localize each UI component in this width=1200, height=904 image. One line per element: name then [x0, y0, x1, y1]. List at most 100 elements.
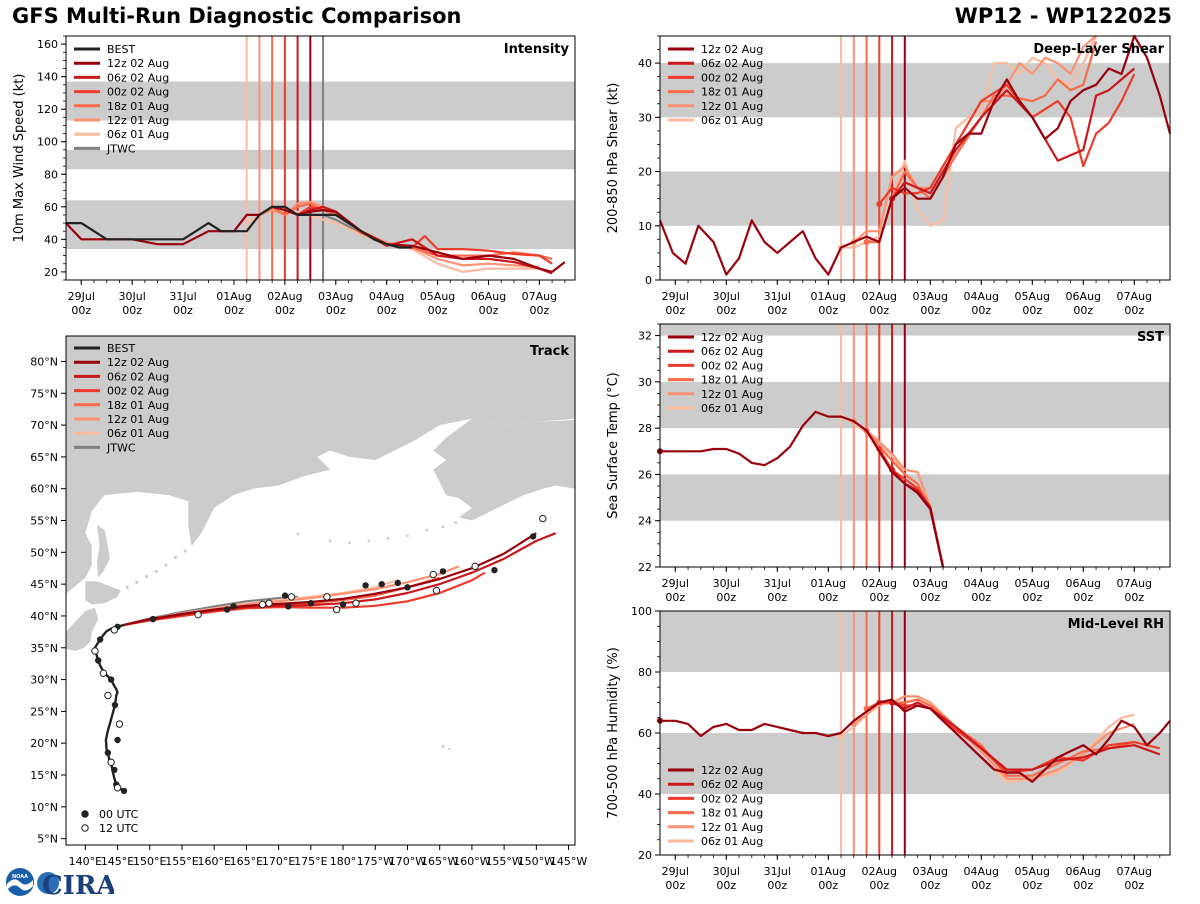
- series-line-best: [66, 205, 413, 249]
- land-sakhalin: [96, 525, 110, 578]
- x-tick-date: 29Jul: [68, 290, 95, 303]
- marker-00utc: [339, 601, 347, 608]
- marker-legend-symbol-00-utc: [81, 810, 89, 818]
- legend-label-06z-02-aug: 06z 02 Aug: [701, 778, 763, 791]
- x-tick-date: 06Aug: [471, 290, 506, 303]
- x-tick-date: 30Jul: [713, 290, 740, 303]
- x-tick-date: 02Aug: [862, 865, 897, 878]
- cira-logo: CIRA: [37, 871, 117, 901]
- noaa-logo: NOAA: [6, 868, 34, 896]
- marker-12utc: [432, 586, 441, 595]
- cira-logo-text: CIRA: [42, 871, 114, 900]
- marker-00utc: [285, 603, 292, 610]
- x-tick-date: 29Jul: [662, 577, 689, 590]
- y-tick-label: 60°N: [30, 483, 58, 496]
- x-tick-hour: 00z: [716, 304, 736, 317]
- x-tick-date: 04Aug: [964, 290, 999, 303]
- land-aleutian-island: [296, 532, 300, 536]
- marker-00utc: [104, 749, 112, 756]
- y-tick-label: 20: [44, 266, 58, 279]
- land-hokkaido: [85, 581, 121, 605]
- land-kuril-island: [144, 574, 149, 579]
- x-tick-date: 30Jul: [713, 577, 740, 590]
- x-tick-hour: 00z: [818, 879, 838, 892]
- legend-label-12z-01-aug: 12z 01 Aug: [701, 388, 763, 401]
- x-tick-hour: 00z: [529, 304, 549, 317]
- legend-label-jtwc: JTWC: [106, 142, 136, 155]
- x-tick-date: 31Jul: [764, 865, 791, 878]
- x-tick-label: 150°E: [133, 855, 166, 868]
- x-tick-hour: 00z: [920, 879, 940, 892]
- legend-label-jtwc: JTWC: [106, 441, 136, 454]
- y-tick-label: 65°N: [30, 451, 58, 464]
- x-tick-hour: 00z: [1124, 879, 1144, 892]
- x-tick-label: 02Aug 00z: [862, 577, 897, 604]
- plot-frame: [659, 323, 1171, 568]
- y-tick-label: 30°N: [30, 674, 58, 687]
- marker-legend-label-12-utc: 12 UTC: [99, 822, 139, 835]
- y-tick-label: 25°N: [30, 705, 58, 718]
- marker-00utc: [107, 676, 115, 683]
- x-tick-date: 02Aug: [862, 290, 897, 303]
- y-tick-label: 45°N: [30, 578, 58, 591]
- y-tick-label: 30: [638, 111, 652, 124]
- land-kuril-island: [173, 555, 178, 560]
- x-tick-label: 05Aug 00z: [1015, 290, 1050, 317]
- legend-label-06z-02-aug: 06z 02 Aug: [701, 345, 763, 358]
- marker-00utc: [120, 787, 128, 795]
- x-tick-hour: 00z: [869, 304, 889, 317]
- y-axis-label: 700-500 hPa Humidity (%): [606, 647, 621, 819]
- marker-12utc: [113, 784, 122, 792]
- y-axis-label: Sea Surface Temp (°C): [606, 372, 621, 519]
- marker-legend-label-00-utc: 00 UTC: [99, 808, 139, 821]
- y-tick-label: 40°N: [30, 610, 58, 623]
- marker-00utc: [378, 580, 385, 588]
- x-tick-label: 29Jul 00z: [68, 290, 95, 317]
- y-tick-label: 100: [37, 136, 58, 149]
- x-tick-hour: 00z: [971, 304, 991, 317]
- x-tick-label: 04Aug 00z: [369, 290, 404, 317]
- marker-12utc: [287, 593, 296, 601]
- x-tick-label: 180°: [330, 855, 357, 868]
- x-tick-label: 07Aug 00z: [1117, 290, 1152, 317]
- x-tick-date: 30Jul: [119, 290, 146, 303]
- y-tick-label: 26: [638, 468, 652, 481]
- panel-title: Track: [530, 344, 569, 359]
- x-tick-label: 06Aug 00z: [1066, 865, 1101, 892]
- land-siberia: [66, 336, 575, 594]
- series-line-06z-02-aug: [891, 701, 1161, 771]
- x-tick-date: 05Aug: [1015, 577, 1050, 590]
- x-tick-label: 05Aug 00z: [1015, 865, 1050, 892]
- legend-label-12z-02-aug: 12z 02 Aug: [107, 356, 169, 369]
- x-tick-date: 03Aug: [913, 290, 948, 303]
- x-tick-label: 05Aug 00z: [420, 290, 455, 317]
- marker-12utc: [539, 514, 547, 523]
- legend-label-06z-01-aug: 06z 01 Aug: [107, 427, 169, 440]
- x-tick-hour: 00z: [920, 304, 940, 317]
- y-tick-label: 80: [44, 168, 58, 181]
- shade-band: [660, 324, 1170, 336]
- legend-label-12z-01-aug: 12z 01 Aug: [701, 100, 763, 113]
- x-tick-date: 31Jul: [764, 577, 791, 590]
- marker-12utc: [265, 599, 273, 607]
- legend-label-06z-02-aug: 06z 02 Aug: [107, 71, 169, 84]
- x-tick-label: 30Jul 00z: [713, 577, 740, 604]
- marker-00utc: [529, 533, 537, 540]
- x-tick-date: 07Aug: [1117, 577, 1152, 590]
- marker-12utc: [107, 758, 115, 766]
- series-line-06z-02-aug: [297, 205, 553, 275]
- y-tick-label: 55°N: [30, 515, 58, 528]
- x-tick-hour: 00z: [1022, 591, 1042, 604]
- y-tick-label: 10°N: [30, 801, 58, 814]
- land-kuril-island: [135, 580, 139, 584]
- x-tick-label: 06Aug 00z: [1066, 290, 1101, 317]
- legend-label-12z-02-aug: 12z 02 Aug: [107, 57, 169, 70]
- legend-label-00z-02-aug: 00z 02 Aug: [701, 71, 763, 84]
- x-tick-hour: 00z: [173, 304, 193, 317]
- legend-label-best: BEST: [107, 43, 135, 56]
- x-tick-label: 31Jul 00z: [764, 865, 791, 892]
- marker-12utc: [323, 593, 331, 601]
- y-tick-label: 60: [44, 201, 58, 214]
- land-aleutian-island: [328, 539, 332, 543]
